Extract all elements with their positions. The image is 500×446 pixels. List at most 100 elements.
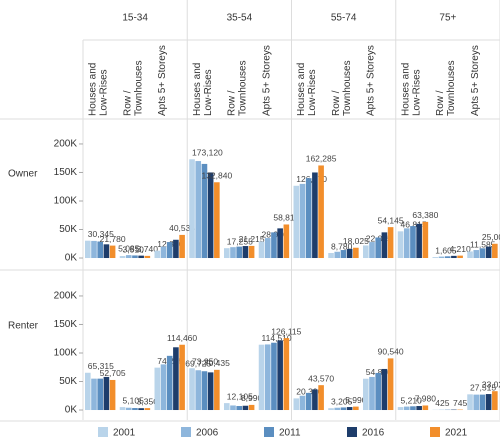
column-header: 55-74: [331, 13, 357, 24]
bar: [207, 172, 214, 259]
row-label: Renter: [8, 321, 39, 332]
legend-swatch: [264, 427, 274, 437]
bar: [271, 232, 277, 259]
sub-header: Low-Rises: [411, 69, 422, 116]
bar: [492, 391, 498, 411]
legend-label: 2006: [196, 428, 219, 439]
data-label: 3,510: [123, 244, 145, 254]
legend-swatch: [347, 427, 357, 437]
bar: [236, 246, 242, 259]
bar: [318, 165, 324, 259]
data-label: 40,535: [169, 223, 195, 233]
legend-label: 2001: [113, 428, 136, 439]
data-label: 43,570: [308, 373, 334, 383]
bar: [132, 408, 138, 411]
bar: [328, 408, 334, 411]
bar: [451, 255, 457, 259]
bar: [312, 172, 318, 259]
bar: [166, 242, 173, 259]
bar: [387, 227, 394, 259]
sub-header: Low-Rises: [307, 69, 318, 116]
bar: [416, 406, 422, 411]
data-label: 3,350: [137, 396, 159, 406]
bar: [328, 253, 334, 259]
bar: [195, 370, 202, 411]
y-tick-label: 200K: [54, 139, 78, 150]
bar: [173, 347, 179, 411]
sub-header: Townhouses: [238, 60, 249, 116]
data-label: 4,210: [449, 244, 471, 254]
data-label: 162,285: [306, 154, 337, 164]
bar: [132, 255, 138, 259]
sub-header: Low-Rises: [99, 69, 110, 116]
bar: [109, 379, 116, 411]
bar: [97, 378, 103, 411]
data-label: 21,215: [239, 234, 265, 244]
bar: [166, 355, 173, 411]
bar: [410, 406, 416, 411]
bar: [375, 372, 381, 411]
sub-header: Row /: [227, 90, 238, 116]
bar: [492, 243, 498, 259]
data-label: 54,145: [378, 215, 404, 225]
bar: [201, 371, 208, 411]
sub-header: Houses and: [296, 63, 307, 116]
y-tick-label: 150K: [54, 167, 78, 178]
bar: [119, 407, 126, 411]
data-label: 425: [435, 398, 449, 408]
data-label: 126,670: [296, 174, 327, 184]
column-header: 15-34: [122, 13, 148, 24]
bar: [283, 224, 290, 259]
bar: [473, 250, 480, 259]
data-label: 73,250: [192, 356, 218, 366]
bar: [97, 241, 103, 259]
bar: [334, 251, 341, 259]
sub-header: Apts 5+ Storeys: [366, 45, 377, 116]
bar: [189, 159, 195, 259]
sub-header: Low-Rises: [203, 69, 214, 116]
bar: [173, 239, 179, 259]
bar: [397, 407, 404, 411]
bar: [258, 344, 265, 411]
column-header: 35-54: [227, 13, 253, 24]
bar: [479, 248, 486, 259]
y-tick-label: 0K: [65, 405, 78, 416]
bar: [144, 408, 151, 411]
bar: [207, 372, 214, 411]
bar: [485, 246, 492, 259]
sub-header: Houses and: [400, 63, 411, 116]
row-label: Owner: [8, 169, 38, 180]
data-label: 17,255: [227, 236, 253, 246]
data-label: 5,085: [118, 243, 140, 253]
data-label: 8,990: [241, 393, 263, 403]
data-label: 5,990: [345, 395, 367, 405]
data-label: 30,345: [88, 229, 114, 239]
bar: [318, 385, 324, 411]
bar: [103, 376, 110, 411]
data-label: 25,000: [482, 232, 500, 242]
bar: [403, 406, 410, 411]
bar: [305, 178, 312, 259]
bar: [109, 245, 116, 259]
bar: [103, 244, 110, 259]
legend-label: 2016: [362, 428, 385, 439]
data-label: 126,115: [271, 326, 301, 336]
bar: [444, 256, 451, 259]
bar: [346, 248, 353, 259]
y-tick-label: 150K: [54, 319, 78, 330]
bar: [214, 369, 220, 411]
bar: [230, 405, 236, 411]
data-label: 52,705: [100, 368, 126, 378]
bar: [248, 245, 255, 259]
bar: [214, 182, 220, 259]
bar: [242, 246, 249, 259]
bar: [283, 338, 290, 411]
bar: [457, 255, 463, 259]
data-label: 21,780: [100, 234, 126, 244]
bar: [271, 342, 277, 411]
bar: [277, 228, 283, 259]
data-label: 114,510: [262, 333, 292, 343]
bar: [224, 403, 230, 411]
sub-header: Townhouses: [446, 60, 457, 116]
